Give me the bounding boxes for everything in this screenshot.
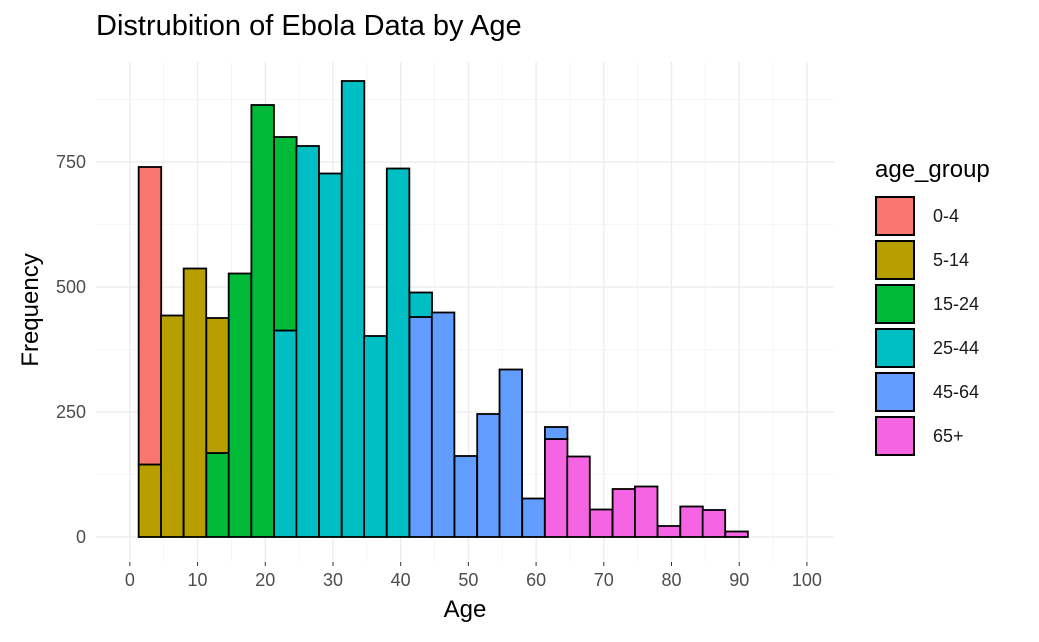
histogram-bar-5-14 xyxy=(137,463,163,538)
histogram-bar-25-44 xyxy=(385,167,411,538)
legend-swatch xyxy=(875,328,915,368)
legend-label: 0-4 xyxy=(933,205,960,226)
x-tick-label: 40 xyxy=(391,570,411,590)
x-tick-label: 90 xyxy=(729,570,749,590)
legend-label: 5-14 xyxy=(933,249,970,270)
histogram-bar-65+ xyxy=(634,485,659,538)
histogram-bar-45-64 xyxy=(453,455,478,538)
x-tick-label: 20 xyxy=(255,570,275,590)
x-tick-label: 30 xyxy=(323,570,343,590)
histogram-bar-45-64 xyxy=(543,426,569,440)
histogram-bars xyxy=(137,80,749,538)
legend-item: 45-64 xyxy=(875,370,990,414)
legend-items: 0-4 5-14 15-24 25-44 45-64 65+ xyxy=(875,194,990,458)
histogram-bar-25-44 xyxy=(340,80,366,538)
histogram-bar-5-14 xyxy=(160,314,185,538)
histogram-bar-45-64 xyxy=(430,311,456,538)
histogram-bar-65+ xyxy=(611,488,637,538)
histogram-bar-5-14 xyxy=(182,267,208,538)
x-tick-label: 10 xyxy=(188,570,208,590)
x-tick-label: 60 xyxy=(526,570,546,590)
legend-swatch xyxy=(875,284,915,324)
histogram-bar-65+ xyxy=(566,455,591,538)
legend-label: 25-44 xyxy=(933,337,980,358)
legend-title: age_group xyxy=(875,156,990,183)
histogram-bar-25-44 xyxy=(273,329,298,538)
legend: age_group 0-4 5-14 15-24 25-44 45-64 65+ xyxy=(875,156,990,458)
x-tick-label: 0 xyxy=(125,570,135,590)
legend-swatch xyxy=(875,196,915,236)
histogram-bar-5-14 xyxy=(205,317,230,454)
y-tick-label: 0 xyxy=(76,527,86,547)
y-tick-label: 500 xyxy=(56,277,86,297)
x-axis-label: Age xyxy=(443,596,487,623)
histogram-bar-15-24 xyxy=(250,104,275,538)
histogram-bar-65+ xyxy=(543,438,569,538)
legend-swatch xyxy=(875,240,915,280)
histogram-bar-15-24 xyxy=(273,136,298,332)
histogram-bar-65+ xyxy=(724,530,749,538)
histogram-bar-65+ xyxy=(701,509,727,538)
histogram-bar-25-44 xyxy=(363,335,388,538)
histogram-bar-45-64 xyxy=(476,413,501,538)
legend-item: 5-14 xyxy=(875,238,990,282)
y-axis-label: Frequency xyxy=(17,253,44,367)
legend-label: 15-24 xyxy=(933,293,980,314)
y-tick-label: 250 xyxy=(56,402,86,422)
x-tick-label: 70 xyxy=(594,570,614,590)
x-tick-label: 100 xyxy=(792,570,822,590)
legend-label: 45-64 xyxy=(933,381,980,402)
histogram-bar-15-24 xyxy=(205,452,230,538)
histogram-bar-45-64 xyxy=(408,316,433,538)
legend-item: 0-4 xyxy=(875,194,990,238)
histogram-bar-0-4 xyxy=(137,166,163,466)
histogram-bar-25-44 xyxy=(295,145,320,538)
histogram-bar-15-24 xyxy=(227,272,253,538)
y-axis-tick-labels: 0 250 500 750 xyxy=(56,152,86,547)
histogram-bar-65+ xyxy=(589,508,614,538)
legend-swatch xyxy=(875,372,915,412)
histogram-bar-25-44 xyxy=(408,291,433,318)
legend-swatch xyxy=(875,416,915,456)
legend-item: 25-44 xyxy=(875,326,990,370)
legend-item: 15-24 xyxy=(875,282,990,326)
x-tick-label: 80 xyxy=(661,570,681,590)
histogram-bar-65+ xyxy=(656,525,682,538)
x-axis-tick-labels: 0 10 20 30 40 50 60 70 80 90 100 xyxy=(125,562,822,590)
histogram-bar-65+ xyxy=(679,505,704,538)
legend-label: 65+ xyxy=(933,425,964,446)
y-tick-label: 750 xyxy=(56,152,86,172)
chart-title: Distrubition of Ebola Data by Age xyxy=(96,10,522,42)
x-tick-label: 50 xyxy=(458,570,478,590)
histogram-bar-45-64 xyxy=(498,368,523,538)
histogram-bar-25-44 xyxy=(318,172,343,538)
histogram-bar-45-64 xyxy=(521,497,546,538)
legend-item: 65+ xyxy=(875,414,990,458)
